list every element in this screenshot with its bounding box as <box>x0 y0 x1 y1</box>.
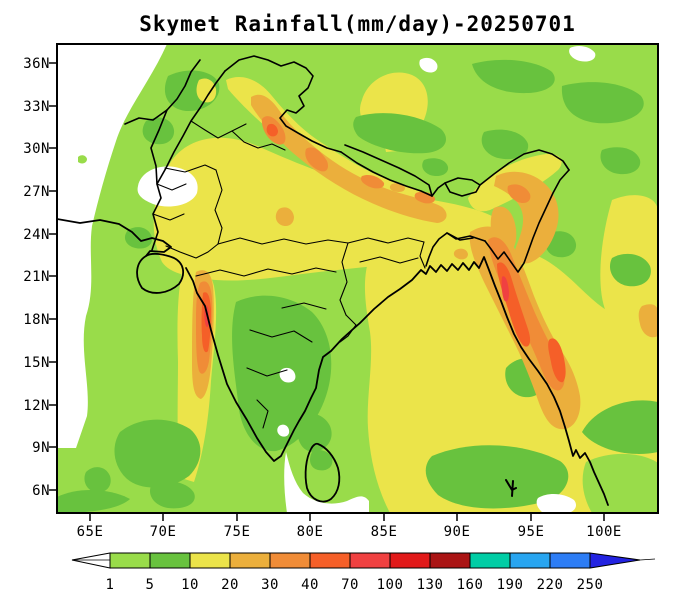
lat-tick-label: 27N <box>23 184 50 200</box>
lon-tick-label: 85E <box>371 524 398 540</box>
colorbar-label: 40 <box>301 577 319 593</box>
coastline <box>57 218 609 506</box>
lon-tick-label: 90E <box>444 524 471 540</box>
colorbar-label: 190 <box>497 577 524 593</box>
colorbar-label: 100 <box>377 577 404 593</box>
colorbar-label: 10 <box>181 577 199 593</box>
lat-tick-label: 30N <box>23 141 50 157</box>
colorbar-label: 70 <box>341 577 359 593</box>
lat-axis: 36N 33N 30N 27N 24N 21N 18N 15N 12N 9N 6… <box>23 56 50 499</box>
shade-below-1 <box>57 44 596 513</box>
colorbar-label: 5 <box>146 577 155 593</box>
colorbar-label: 20 <box>221 577 239 593</box>
lon-tick-label: 100E <box>586 524 622 540</box>
map-boundaries <box>57 55 609 506</box>
lat-tick-label: 36N <box>23 56 50 72</box>
state-borders <box>152 120 426 429</box>
lat-tick-label: 24N <box>23 227 50 243</box>
lon-tick-label: 65E <box>77 524 104 540</box>
lon-tick-label: 75E <box>224 524 251 540</box>
colorbar-label: 160 <box>457 577 484 593</box>
shade-10-20-spot <box>196 78 217 103</box>
lat-tick-label: 21N <box>23 269 50 285</box>
colorbar: 1 5 10 20 30 40 70 100 130 160 190 220 2… <box>71 552 656 593</box>
rainfall-shading <box>57 44 658 513</box>
plot-frame <box>56 43 659 514</box>
colorbar-label: 1 <box>106 577 115 593</box>
colorbar-label: 250 <box>577 577 604 593</box>
lat-tick-label: 6N <box>32 483 50 499</box>
colorbar-right-arrow <box>589 552 641 569</box>
colorbar-segments <box>109 552 591 569</box>
shade-5-10-bottom <box>57 400 658 513</box>
colorbar-labels: 1 5 10 20 30 40 70 100 130 160 190 220 2… <box>106 577 604 593</box>
colorbar-label: 130 <box>417 577 444 593</box>
lat-tick-label: 15N <box>23 355 50 371</box>
lon-tick-label: 80E <box>297 524 324 540</box>
colorbar-right-arrow-line <box>639 558 656 561</box>
nicobar-island-mark <box>505 479 517 497</box>
colorbar-label: 220 <box>537 577 564 593</box>
colorbar-label: 30 <box>261 577 279 593</box>
colorbar-left-arrow <box>71 552 111 569</box>
lat-tick-label: 12N <box>23 398 50 414</box>
lat-tick-label: 33N <box>23 99 50 115</box>
shade-speck <box>78 155 87 164</box>
lon-axis: 65E 70E 75E 80E 85E 90E 95E 100E <box>77 524 622 540</box>
shade-1-5-patch <box>582 453 658 513</box>
page-title: Skymet Rainfall(mm/day)-20250701 <box>139 12 576 36</box>
lon-tick-label: 95E <box>518 524 545 540</box>
axis-ticks <box>49 62 605 521</box>
lat-tick-label: 9N <box>32 440 50 456</box>
lat-tick-label: 18N <box>23 312 50 328</box>
lon-tick-label: 70E <box>150 524 177 540</box>
